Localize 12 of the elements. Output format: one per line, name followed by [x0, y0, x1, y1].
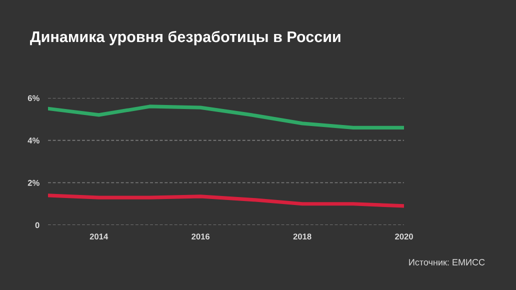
y-tick-label: 2% — [28, 180, 40, 186]
x-tick-label: 2016 — [192, 234, 210, 240]
y-tick-label: 0 — [35, 222, 40, 228]
x-tick-label: 2014 — [90, 234, 108, 240]
x-tick-label: 2020 — [395, 234, 413, 240]
chart-title: Динамика уровня безработицы в России — [30, 30, 340, 46]
x-tick-label: 2018 — [293, 234, 312, 240]
line-series — [48, 194, 404, 208]
y-tick-label: 6% — [28, 95, 40, 102]
text: Источник: ЕМИСС — [409, 259, 485, 266]
line-series — [48, 104, 404, 130]
y-tick-label: 4% — [28, 138, 40, 144]
